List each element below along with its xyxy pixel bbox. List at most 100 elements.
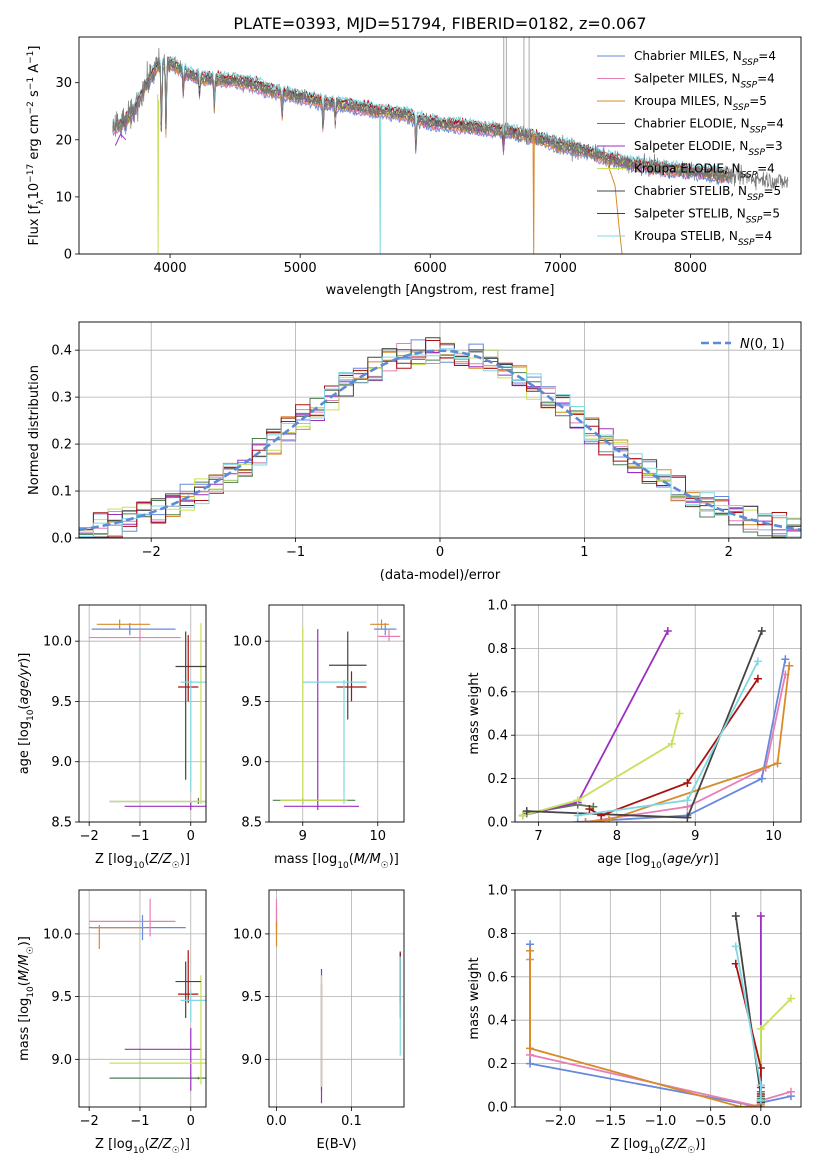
weight-point [585,804,594,813]
mass-vs-Z-axes: −2 −1 09.09.510.0Z [log10(Z/Z☉)]mass [log1… [17,889,207,1156]
label-part: =5 [749,94,767,108]
x-tick-label: −0.5 [695,1114,727,1129]
label-part: ☉ [26,946,36,954]
weight-line [734,915,762,1103]
weight-line [577,660,759,817]
label-part: ( [144,1137,149,1152]
weight-point [753,674,762,683]
label-part: ( [660,1137,665,1152]
x-tick-label: 0 [187,829,195,844]
y-tick-label: 8.5 [51,816,72,831]
label-part: )] [180,1137,190,1152]
weight-point [756,912,765,921]
x-tick-label: 8 [613,829,621,844]
age-vs-mass-marks [272,619,401,810]
y-tick-label: 10.0 [43,927,72,942]
histogram-step [79,348,801,538]
label-part: SSP [750,126,767,136]
x-axis-label: Z [log10(Z/Z☉)] [95,1137,190,1156]
x-axis-label: E(B-V) [316,1137,356,1152]
y-tick-label: 9.0 [241,755,262,770]
label-part: 10 [27,183,42,200]
label-part: erg cm [27,114,42,163]
weight-line [588,678,759,817]
x-tick-label: −1 [286,545,305,560]
y-tick-label: 9.0 [51,1053,72,1068]
label-part: age/yr [667,852,710,867]
weight-line [585,665,791,822]
x-tick-label: 5000 [284,261,317,276]
legend-label: N(0, 1) [740,337,785,352]
weight-line [760,997,792,1101]
weight-point [518,811,527,820]
model-artifact-line [379,116,382,254]
label-part: )] [695,1137,705,1152]
label-part: ( [17,981,32,986]
weight-point [753,657,762,666]
label-part: Z [log [95,852,133,867]
label-part: ( [144,852,149,867]
y-axis-label: mass weight [467,672,482,754]
x-tick-label: −2.0 [544,1114,576,1129]
y-tick-label: 0.4 [487,1014,508,1029]
label-part: −17 [26,164,36,183]
weight-point [756,1096,765,1105]
label-part: M/M [354,852,381,867]
label-part: ] [27,46,42,51]
y-tick-label: 10 [55,190,72,205]
label-part: s [27,90,42,101]
label-part: M/M [17,954,32,981]
label-part: SSP [741,171,758,181]
axes-frame [78,36,802,255]
y-axis-label: Flux [fλ10−17 erg cm−2 s−1 A−1] [26,46,46,246]
label-part: =4 [758,49,776,63]
y-axis-label: mass weight [467,957,482,1039]
massweight-vs-Z-axes: −2.0 −1.5 −1.0 −0.5 0.0 0.0 0.2 0.4 0.6 0.8 1.0 mas… [467,884,802,1156]
label-part: 10 [337,861,349,871]
x-tick-label: 9 [299,829,307,844]
axes-frame [78,889,207,1108]
weight-line [585,674,787,822]
label-part: Z [log [611,1137,649,1152]
label-part: )] [17,936,32,946]
y-axis-label: Normed distribution [27,365,42,495]
label-part: SSP [746,216,763,226]
massweight-vs-age-marks [518,627,794,822]
weight-point [667,739,676,748]
weight-point [736,1103,745,1107]
age-vs-Z-marks [89,619,206,810]
label-part: )] [389,852,399,867]
observed-spectrum-line [112,47,789,191]
label-part: ☉ [172,861,180,871]
label-part: Salpeter MILES, N [634,72,741,86]
label-part: age [log [17,721,32,774]
x-tick-label: −2 [80,1114,99,1129]
y-tick-label: 0.2 [51,438,72,453]
label-part: )] [17,653,32,663]
x-tick-label: 1 [580,545,588,560]
label-part: Salpeter STELIB, N [634,207,746,221]
x-tick-label: −1 [130,829,149,844]
x-tick-label: 0.0 [266,1114,287,1129]
label-part: =3 [765,139,783,153]
model-artifact-line [114,133,127,146]
label-part: mass [log [17,998,32,1061]
y-tick-label: 0.0 [51,532,72,547]
legend-label: Salpeter MILES, NSSP=4 [634,72,775,91]
weight-line [734,963,762,1101]
legend-label: Kroupa MILES, NSSP=5 [634,94,767,113]
y-tick-label: 0.2 [487,772,508,787]
x-tick-label: 0 [436,545,444,560]
y-tick-label: 1.0 [487,884,508,899]
weight-line [577,659,787,822]
weight-point [786,1087,795,1096]
y-tick-label: 0.1 [51,485,72,500]
y-axis-label: mass [log10(M/M☉)] [17,936,36,1061]
y-tick-label: 0.4 [487,729,508,744]
y-axis-label: age [log10(age/yr)] [17,653,36,775]
weight-point [785,661,794,670]
model-artifact-line [532,134,535,254]
x-tick-label: 7000 [544,261,577,276]
label-part: SSP [742,58,759,68]
